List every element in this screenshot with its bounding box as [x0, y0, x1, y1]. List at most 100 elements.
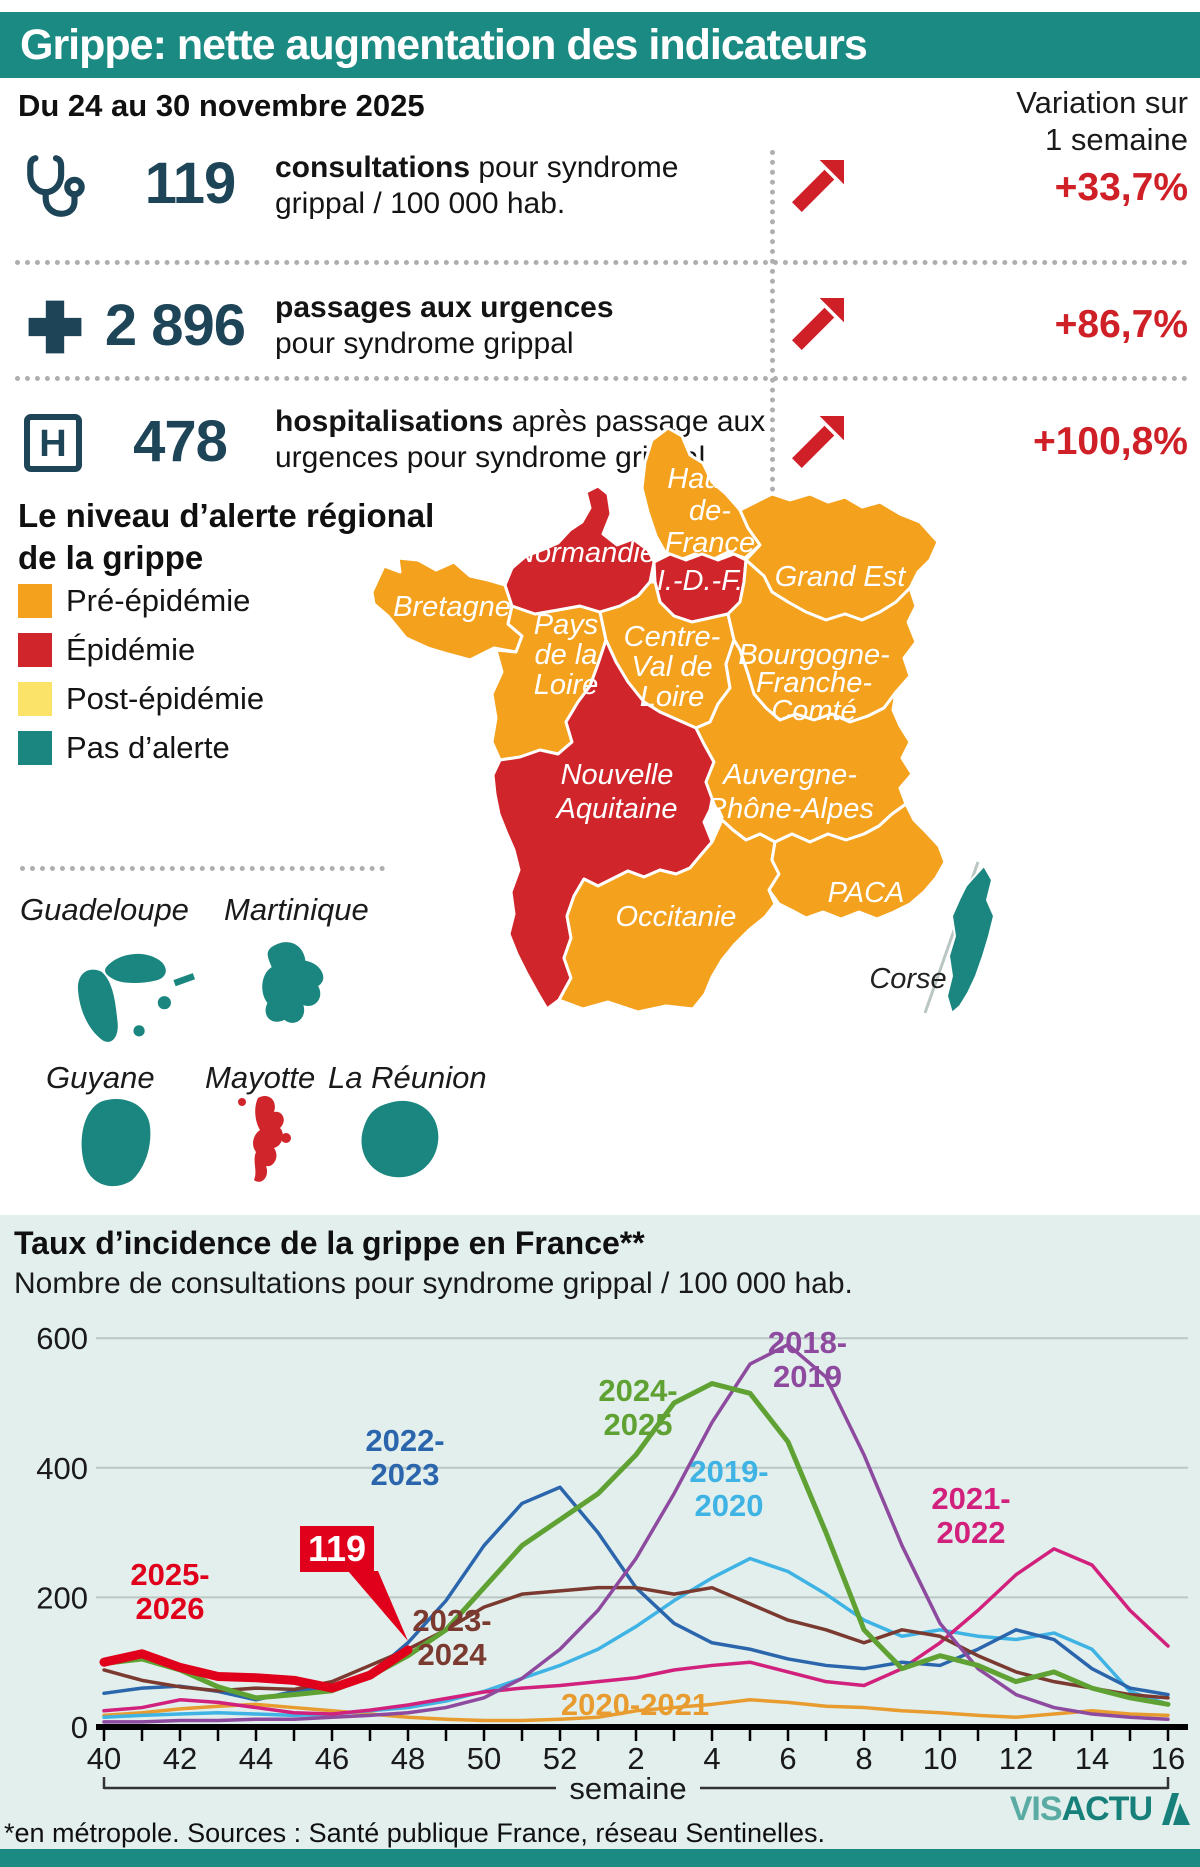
legend-item-epidemie: Épidémie: [18, 632, 195, 668]
svg-text:200: 200: [36, 1580, 88, 1615]
legend-item-pas-alerte: Pas d’alerte: [18, 730, 230, 766]
legend-swatch: [18, 682, 52, 716]
series-label-2020-2021: 2020-2021: [560, 1687, 710, 1722]
up-arrow-icon: [792, 298, 844, 355]
visactu-logo-part2: ACTU: [1061, 1790, 1153, 1828]
chart-title: Taux d’incidence de la grippe en France*…: [14, 1225, 645, 1261]
page-title: Grippe: nette augmentation des indicateu…: [20, 21, 868, 69]
series-label-2023-2024: 2023- 2024: [412, 1603, 492, 1672]
up-arrow-icon: [792, 416, 844, 473]
title-bar: Grippe: nette augmentation des indicateu…: [0, 12, 1200, 78]
mayotte-map: [228, 1086, 298, 1209]
stat-desc-urgences: passages aux urgences pour syndrome grip…: [275, 290, 655, 362]
stat-value-urgences: 2 896: [104, 293, 246, 358]
separator-dotted: [20, 866, 385, 871]
region-label-normandie: Normandie: [514, 537, 656, 569]
svg-text:2: 2: [627, 1741, 644, 1776]
svg-text:semaine: semaine: [569, 1771, 686, 1806]
overseas-label-guadeloupe: Guadeloupe: [20, 892, 189, 927]
chart-footnote: *en métropole. Sources : Santé publique …: [4, 1818, 825, 1848]
svg-text:12: 12: [999, 1741, 1033, 1776]
svg-text:0: 0: [71, 1710, 88, 1745]
stethoscope-icon: [20, 148, 94, 222]
legend-swatch: [18, 633, 52, 667]
france-map: Hauts-de-France Normandie I.-D.-F. Grand…: [360, 418, 1010, 1053]
legend-label: Pas d’alerte: [66, 730, 230, 765]
region-label-occitanie: Occitanie: [616, 901, 737, 933]
legend-item-pre-epidemie: Pré-épidémie: [18, 583, 250, 619]
region-label-ile-de-france: I.-D.-F.: [657, 565, 743, 597]
legend-swatch: [18, 731, 52, 765]
stat-desc-rest: pour syndrome grippal: [275, 327, 574, 360]
stat-desc-bold: passages aux urgences: [275, 291, 614, 324]
visactu-logo-mark: [1156, 1793, 1190, 1830]
chart-subtitle: Nombre de consultations pour syndrome gr…: [14, 1267, 853, 1300]
svg-text:H: H: [39, 423, 66, 465]
hospital-icon: H: [22, 412, 84, 479]
series-label-2025-2026: 2025- 2026: [130, 1557, 210, 1626]
region-label-pays-de-la-loire: Pays de la Loire: [534, 609, 599, 701]
series-label-2018-2019: 2018- 2019: [767, 1325, 848, 1394]
stat-variation-consultations: +33,7%: [1054, 166, 1188, 209]
legend-label: Épidémie: [66, 632, 196, 667]
separator-dotted: [15, 260, 1188, 265]
stat-desc-hospitalisations: hospitalisations après passage aux urgen…: [275, 404, 785, 476]
chart-section: Taux d’incidence de la grippe en France*…: [0, 1215, 1200, 1867]
svg-text:44: 44: [239, 1741, 273, 1776]
stat-desc-consultations: consultations pour syndrome grippal / 10…: [275, 150, 775, 222]
overseas-label-la-reunion: La Réunion: [328, 1060, 487, 1095]
up-arrow-icon: [792, 160, 844, 217]
legend-label: Post-épidémie: [66, 681, 265, 716]
legend-item-post-epidemie: Post-épidémie: [18, 681, 264, 717]
region-paca: [767, 802, 947, 921]
series-label-2021-2022: 2021- 2022: [931, 1481, 1011, 1550]
svg-text:6: 6: [779, 1741, 796, 1776]
visactu-logo-part1: VIS: [1009, 1790, 1063, 1828]
region-label-nouvelle-aquitaine: Nouvelle Aquitaine: [555, 759, 678, 825]
overseas-label-martinique: Martinique: [224, 892, 369, 927]
region-label-auvergne-rhone-alpes: Auvergne-Rhône-Alpes: [706, 759, 874, 825]
bottom-bar: [0, 1849, 1200, 1867]
svg-text:4: 4: [703, 1741, 720, 1776]
stat-desc-bold: hospitalisations: [275, 405, 504, 438]
stat-value-consultations: 119: [144, 151, 237, 216]
stat-value-hospitalisations: 478: [133, 409, 228, 474]
visactu-logo: VISACTU: [1009, 1790, 1153, 1829]
region-label-corse: Corse: [869, 963, 946, 995]
region-normandie: [503, 484, 656, 616]
variation-header: Variation sur 1 semaine: [1016, 85, 1188, 157]
svg-text:10: 10: [923, 1741, 957, 1776]
separator-dotted: [15, 376, 1188, 381]
map-heading: Le niveau d’alerte régional de la grippe: [18, 497, 435, 576]
stat-desc-bold: consultations: [275, 151, 471, 184]
region-corse: [945, 864, 996, 1015]
svg-text:40: 40: [87, 1741, 121, 1776]
region-label-bretagne: Bretagne: [393, 591, 511, 623]
martinique-map: [240, 930, 335, 1043]
stat-desc-rest: pour syndrome grippal / 100 000 hab.: [275, 151, 679, 220]
region-label-grand-est: Grand Est: [775, 561, 907, 593]
svg-text:400: 400: [36, 1451, 88, 1486]
stat-variation-hospitalisations: +100,8%: [1032, 420, 1188, 463]
guadeloupe-map: [50, 928, 200, 1058]
guyane-map: [62, 1088, 167, 1203]
svg-text:52: 52: [543, 1741, 577, 1776]
region-label-hauts-de-france: Hauts-de-France: [665, 463, 755, 559]
region-label-centre-val-de-loire: Centre-Val de Loire: [624, 621, 721, 713]
svg-text:48: 48: [391, 1741, 425, 1776]
svg-text:46: 46: [315, 1741, 349, 1776]
medical-cross-icon: [24, 296, 86, 363]
svg-text:14: 14: [1075, 1741, 1109, 1776]
region-label-paca: PACA: [828, 877, 905, 909]
svg-text:16: 16: [1151, 1741, 1185, 1776]
callout-119: 119: [300, 1526, 374, 1572]
region-occitanie: [557, 818, 781, 1014]
svg-text:600: 600: [36, 1321, 88, 1356]
la-reunion-map: [348, 1094, 453, 1191]
overseas-label-mayotte: Mayotte: [205, 1060, 316, 1095]
separator-dotted-vertical: [770, 150, 775, 492]
stat-variation-urgences: +86,7%: [1054, 303, 1188, 346]
series-label-2019-2020: 2019- 2020: [689, 1454, 769, 1523]
svg-text:50: 50: [467, 1741, 501, 1776]
